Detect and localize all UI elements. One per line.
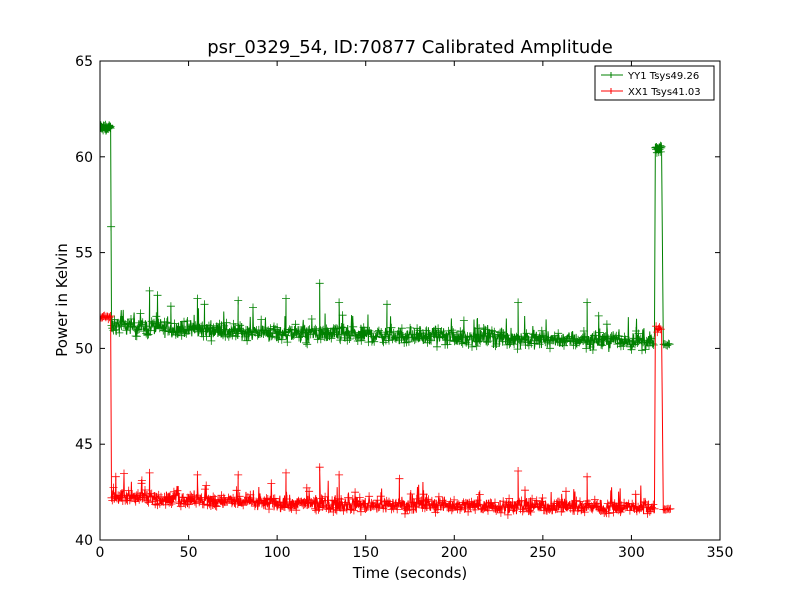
chart-title: psr_0329_54, ID:70877 Calibrated Amplitu… (207, 37, 613, 58)
x-axis-label: Time (seconds) (352, 564, 468, 582)
legend-swatch-marker (608, 72, 614, 78)
legend-label: XX1 Tsys41.03 (628, 87, 701, 98)
legend-swatch-marker (608, 88, 614, 94)
x-tick-label: 0 (96, 545, 105, 561)
series-line (100, 123, 671, 353)
axes-frame (99, 60, 721, 541)
y-tick-label: 50 (75, 341, 93, 357)
y-tick-label: 60 (75, 150, 93, 166)
y-tick-label: 65 (75, 54, 93, 70)
plot-area (100, 120, 675, 519)
x-tick-label: 250 (529, 545, 556, 561)
x-tick-label: 100 (264, 545, 291, 561)
x-tick-label: 150 (352, 545, 379, 561)
axes: 0 50 100 150 200 250 300 350 40 45 50 55 60 65 (75, 54, 733, 561)
y-tick-label: 45 (75, 437, 93, 453)
series-markers (100, 120, 674, 355)
legend-label: YY1 Tsys49.26 (627, 71, 699, 82)
x-tick-label: 50 (180, 545, 198, 561)
x-tick-label: 300 (618, 545, 645, 561)
series-0 (100, 120, 674, 355)
series-markers (100, 311, 675, 519)
series-1 (100, 311, 675, 519)
legend-box (594, 65, 715, 101)
y-axis-label: Power in Kelvin (53, 243, 71, 357)
y-tick-label: 55 (75, 246, 93, 262)
legend: YY1 Tsys49.26 XX1 Tsys41.03 (594, 65, 715, 101)
y-tick-label: 40 (75, 533, 93, 549)
x-tick-label: 200 (441, 545, 468, 561)
x-tick-label: 350 (707, 545, 734, 561)
